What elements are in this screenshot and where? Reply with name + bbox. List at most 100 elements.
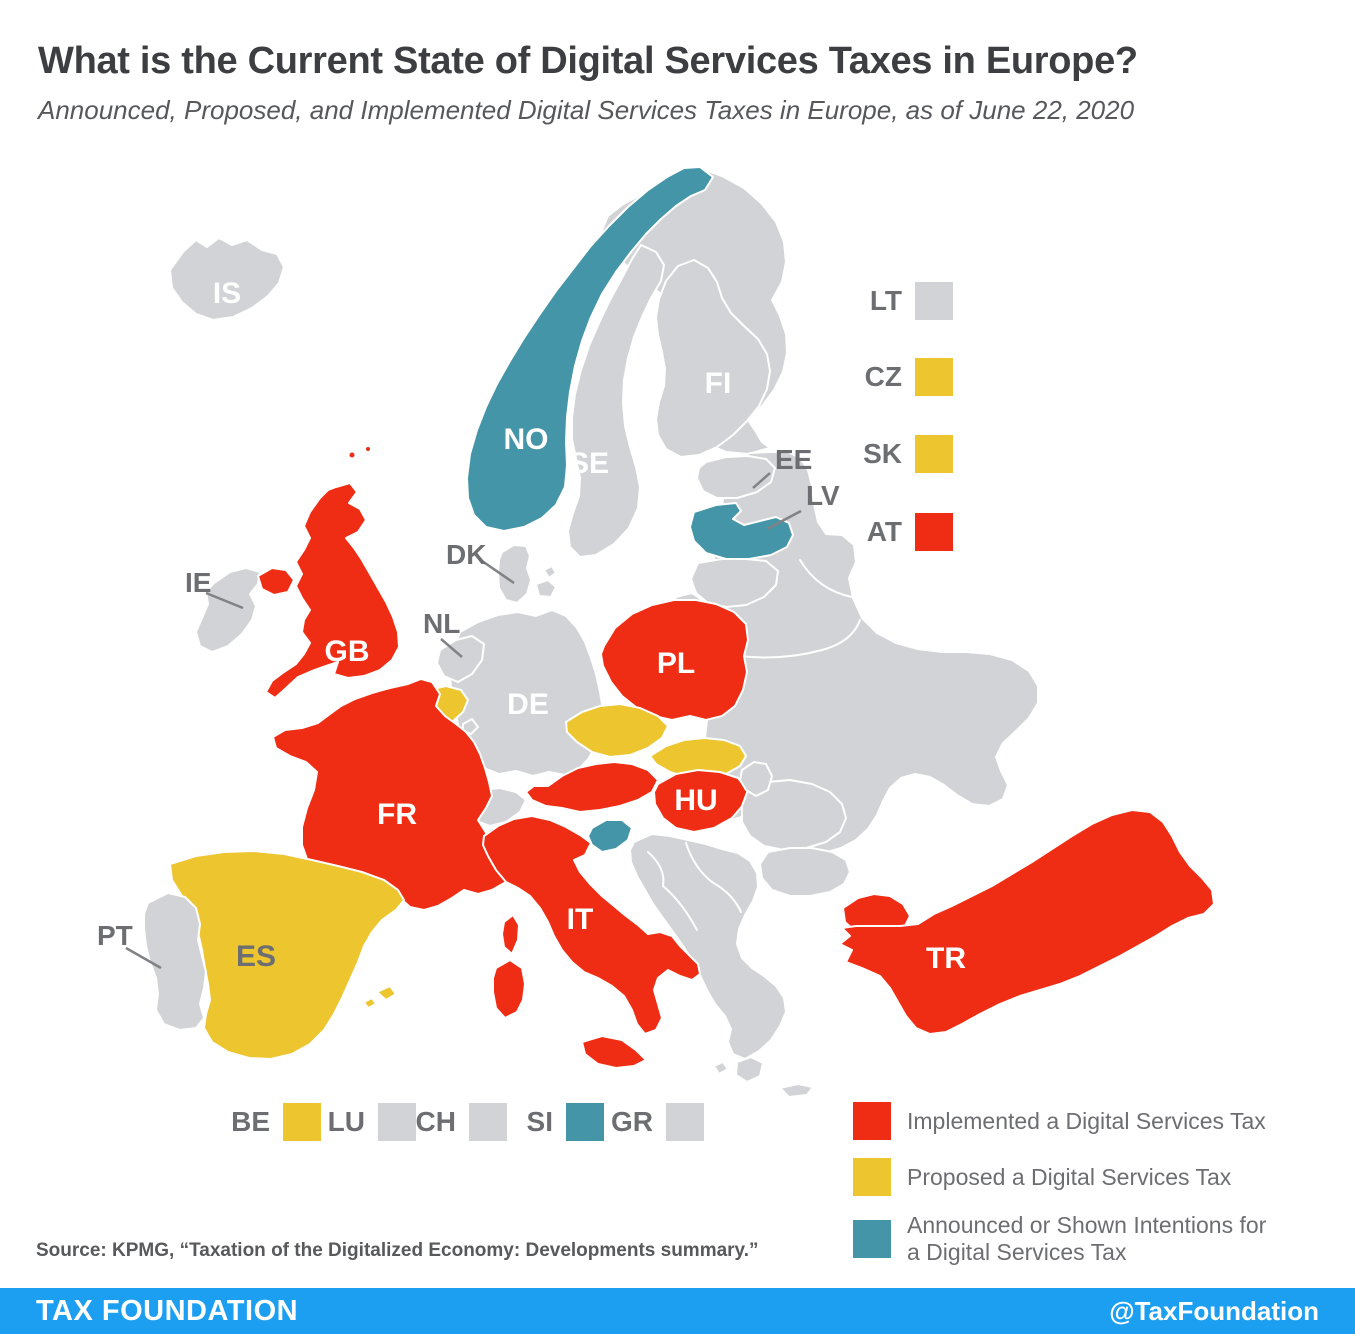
bottom-legend-swatch-ch — [469, 1103, 507, 1141]
legend-item-announced: Announced or Shown Intentions for a Digi… — [853, 1212, 1277, 1266]
country-italy — [482, 815, 701, 1035]
bottom-legend-code-lu: LU — [327, 1106, 365, 1137]
island-sardinia — [492, 959, 526, 1019]
country-iceland — [169, 237, 285, 321]
island-orkney — [348, 451, 356, 459]
map-label-dk: DK — [446, 539, 486, 570]
country-spain — [169, 850, 405, 1060]
country-estonia — [696, 455, 776, 499]
border-montenegro-albania — [662, 885, 698, 931]
map-label-ie: IE — [185, 567, 211, 598]
border-serbia-macedonia — [711, 881, 742, 913]
map-label-pt: PT — [97, 920, 133, 951]
bottom-legend-code-be: BE — [231, 1106, 270, 1137]
island-crete — [779, 1083, 814, 1098]
map-label-se: SE — [569, 447, 609, 480]
leader-line-lv — [766, 509, 802, 531]
legend-label-implemented: Implemented a Digital Services Tax — [907, 1107, 1266, 1134]
region-peloponnese — [735, 1056, 764, 1083]
leader-line-ie — [205, 591, 244, 610]
bottom-legend-code-gr: GR — [611, 1106, 653, 1137]
bottom-legend-swatch-gr — [666, 1103, 704, 1141]
country-sweden — [567, 244, 665, 558]
country-poland — [600, 599, 749, 721]
bottom-legend-swatch-lu — [378, 1103, 416, 1141]
country-great-britain — [265, 482, 400, 699]
island-ibiza — [363, 997, 377, 1009]
map-label-it: IT — [567, 903, 594, 936]
map-label-tr: TR — [926, 942, 966, 975]
map-label-fi: FI — [705, 367, 732, 400]
footer-bar: TAX FOUNDATION @TaxFoundation — [0, 1288, 1355, 1334]
map-label-hu: HU — [674, 784, 717, 817]
side-legend-swatch-cz — [915, 358, 953, 396]
side-legend-item-sk: SK — [832, 435, 953, 473]
page-title: What is the Current State of Digital Ser… — [38, 40, 1138, 82]
map-label-pl: PL — [657, 647, 695, 680]
country-latvia — [689, 502, 794, 560]
side-legend-swatch-at — [915, 513, 953, 551]
side-legend-swatch-lt — [915, 282, 953, 320]
border-croatia-bosnia — [647, 851, 665, 887]
island-corsica — [501, 914, 520, 955]
country-moldova — [739, 761, 773, 797]
map-label-de: DE — [507, 688, 549, 721]
side-legend-swatch-sk — [915, 435, 953, 473]
country-norway — [466, 166, 714, 532]
country-slovenia — [587, 819, 633, 853]
denmark-island-funen — [543, 565, 557, 579]
country-hungary — [653, 769, 749, 833]
island-malta — [713, 1061, 729, 1075]
leader-line-pt — [125, 946, 162, 970]
side-legend-code-sk: SK — [863, 438, 902, 469]
border-serbia-west — [685, 842, 713, 883]
country-austria — [525, 761, 659, 813]
country-slovakia — [649, 737, 747, 779]
island-sicily — [581, 1035, 647, 1069]
leader-line-nl — [440, 638, 463, 658]
region-northern-ireland — [257, 567, 295, 596]
legend-swatch-announced — [853, 1220, 891, 1258]
island-shetland — [365, 446, 371, 452]
source-note: Source: KPMG, “Taxation of the Digitaliz… — [36, 1240, 759, 1261]
legend-item-implemented: Implemented a Digital Services Tax — [853, 1102, 1266, 1140]
country-finland — [655, 259, 771, 458]
legend-item-proposed: Proposed a Digital Services Tax — [853, 1158, 1231, 1196]
side-legend-code-lt: LT — [869, 285, 902, 316]
page-subtitle: Announced, Proposed, and Implemented Dig… — [38, 95, 1135, 125]
map-label-lv: LV — [806, 480, 840, 511]
legend-swatch-implemented — [853, 1102, 891, 1140]
footer-twitter-handle: @TaxFoundation — [1109, 1295, 1319, 1326]
bottom-legend-code-ch: CH — [415, 1106, 456, 1137]
legend-label-announced: Announced or Shown Intentions for a Digi… — [907, 1212, 1267, 1265]
country-bulgaria — [759, 847, 851, 897]
leader-line-dk — [481, 559, 515, 585]
side-legend-item-lt: LT — [832, 282, 953, 320]
map-label-is: IS — [213, 277, 241, 310]
country-turkey — [839, 809, 1215, 1035]
bottom-legend-swatch-be — [283, 1103, 321, 1141]
bottom-legend-item-lu: LU — [295, 1103, 416, 1141]
leader-line-ee — [752, 472, 771, 489]
border-russia-belarus — [799, 559, 853, 598]
bottom-legend-code-si: SI — [526, 1106, 553, 1137]
map-label-fr: FR — [377, 798, 417, 831]
country-portugal — [143, 892, 207, 1031]
side-legend-item-cz: CZ — [832, 358, 953, 396]
legend-label-proposed: Proposed a Digital Services Tax — [907, 1163, 1232, 1190]
country-romania — [741, 779, 847, 851]
map-label-no: NO — [504, 423, 549, 456]
bottom-legend-item-si: SI — [483, 1103, 604, 1141]
side-legend-code-cz: CZ — [864, 361, 902, 392]
side-legend-item-at: AT — [832, 513, 953, 551]
bottom-legend-item-ch: CH — [386, 1103, 507, 1141]
legend-swatch-proposed — [853, 1158, 891, 1196]
footer-brand: TAX FOUNDATION — [36, 1294, 299, 1327]
map-label-gb: GB — [325, 635, 370, 668]
bottom-legend-item-be: BE — [200, 1103, 321, 1141]
country-czechia — [565, 703, 669, 758]
country-ireland — [195, 567, 261, 653]
denmark-island-zealand — [535, 579, 557, 598]
